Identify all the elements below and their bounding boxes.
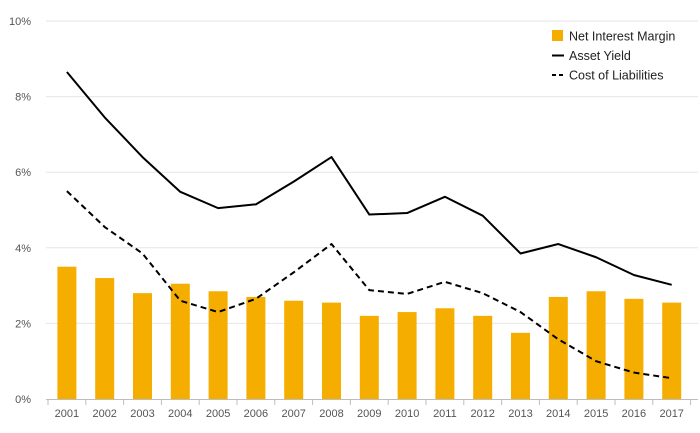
- bar: [548, 296, 568, 399]
- x-tick-label: 2015: [584, 408, 608, 420]
- x-tick-label: 2012: [470, 408, 494, 420]
- y-tick-label: 0%: [15, 394, 31, 406]
- cost-of-liabilities-line: [66, 190, 672, 380]
- y-tick-label: 8%: [15, 92, 31, 104]
- x-tick-label: 2003: [130, 408, 154, 420]
- x-tick-label: 2009: [357, 408, 381, 420]
- legend-swatch-bar: [552, 30, 563, 41]
- bar: [57, 266, 77, 399]
- axes: 0% 2% 4% 6% 8% 10% 2001 2002 2003 2004 2005 2006 200…: [9, 16, 698, 420]
- y-tick-label: 2%: [15, 318, 31, 330]
- bar: [246, 296, 266, 399]
- y-tick-label: 10%: [9, 16, 31, 28]
- bar: [170, 283, 190, 399]
- y-tick-label: 4%: [15, 243, 31, 255]
- bar-series: [57, 266, 682, 399]
- x-tick-label: 2004: [168, 408, 192, 420]
- asset-yield-line: [66, 71, 672, 286]
- legend: Net Interest Margin Asset Yield Cost of Li…: [552, 30, 675, 83]
- x-tick-label: 2006: [244, 408, 268, 420]
- y-tick-label: 6%: [15, 167, 31, 179]
- x-tick-label: 2002: [92, 408, 116, 420]
- bar: [322, 302, 341, 399]
- bar: [662, 302, 682, 399]
- bar: [397, 312, 417, 399]
- bar: [473, 315, 493, 399]
- bar: [359, 315, 379, 399]
- legend-label: Cost of Liabilities: [569, 69, 664, 83]
- x-tick-label: 2001: [55, 408, 79, 420]
- x-tick-label: 2011: [433, 408, 457, 420]
- bar: [586, 291, 606, 399]
- x-tick-label: 2005: [206, 408, 230, 420]
- x-tick-label: 2010: [395, 408, 419, 420]
- line-series: [66, 71, 672, 380]
- bar: [95, 278, 115, 399]
- x-tick-label: 2017: [659, 408, 683, 420]
- x-tick-label: 2008: [319, 408, 343, 420]
- bar: [133, 293, 152, 399]
- bar: [208, 291, 228, 399]
- legend-label: Net Interest Margin: [569, 30, 675, 44]
- grid: [46, 20, 698, 324]
- x-tick-label: 2007: [281, 408, 305, 420]
- bar: [435, 308, 455, 399]
- bar: [511, 332, 530, 399]
- legend-label: Asset Yield: [569, 49, 631, 63]
- x-tick-label: 2014: [546, 408, 570, 420]
- x-tick-label: 2016: [622, 408, 646, 420]
- bar: [624, 298, 644, 399]
- bar: [284, 300, 304, 399]
- x-tick-label: 2013: [508, 408, 532, 420]
